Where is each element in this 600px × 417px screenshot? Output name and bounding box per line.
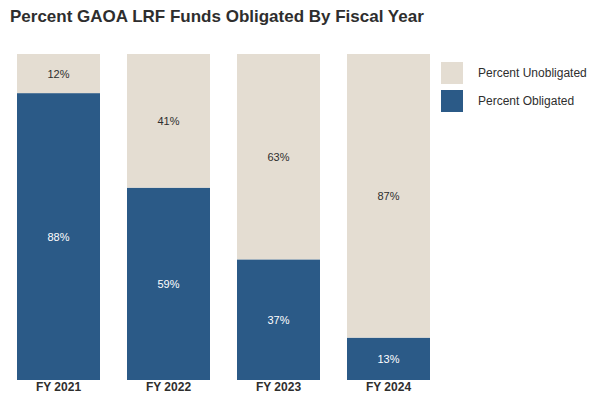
legend-label: Percent Unobligated	[478, 66, 587, 80]
bar-segment	[237, 54, 320, 259]
bars	[17, 54, 430, 380]
bar-segment	[347, 54, 430, 338]
bar-segment	[347, 338, 430, 380]
title: Percent GAOA LRF Funds Obligated By Fisc…	[10, 7, 424, 26]
chart: Percent GAOA LRF Funds Obligated By Fisc…	[0, 0, 600, 417]
legend: Percent Unobligated Percent Obligated	[441, 62, 587, 112]
x-tick-label: FY 2022	[146, 380, 191, 394]
data-label: 37%	[267, 314, 289, 326]
bar-segment	[17, 54, 100, 93]
data-label: 12%	[47, 68, 69, 80]
x-tick-label: FY 2021	[36, 380, 81, 394]
legend-label: Percent Obligated	[478, 94, 574, 108]
data-label: 13%	[377, 353, 399, 365]
x-tick-label: FY 2023	[256, 380, 301, 394]
legend-swatch	[441, 62, 463, 84]
bar-segment	[127, 54, 210, 188]
bar-segment	[127, 188, 210, 380]
data-label: 63%	[267, 151, 289, 163]
data-label: 88%	[47, 231, 69, 243]
legend-swatch	[441, 90, 463, 112]
x-tick-label: FY 2024	[366, 380, 411, 394]
bar-segment	[237, 259, 320, 380]
bar-segment	[17, 93, 100, 380]
data-label: 41%	[157, 115, 179, 127]
data-label: 87%	[377, 190, 399, 202]
data-label: 59%	[157, 278, 179, 290]
data-labels: 88% 12% 59% 41% 37% 63% 13% 87%	[47, 68, 399, 365]
